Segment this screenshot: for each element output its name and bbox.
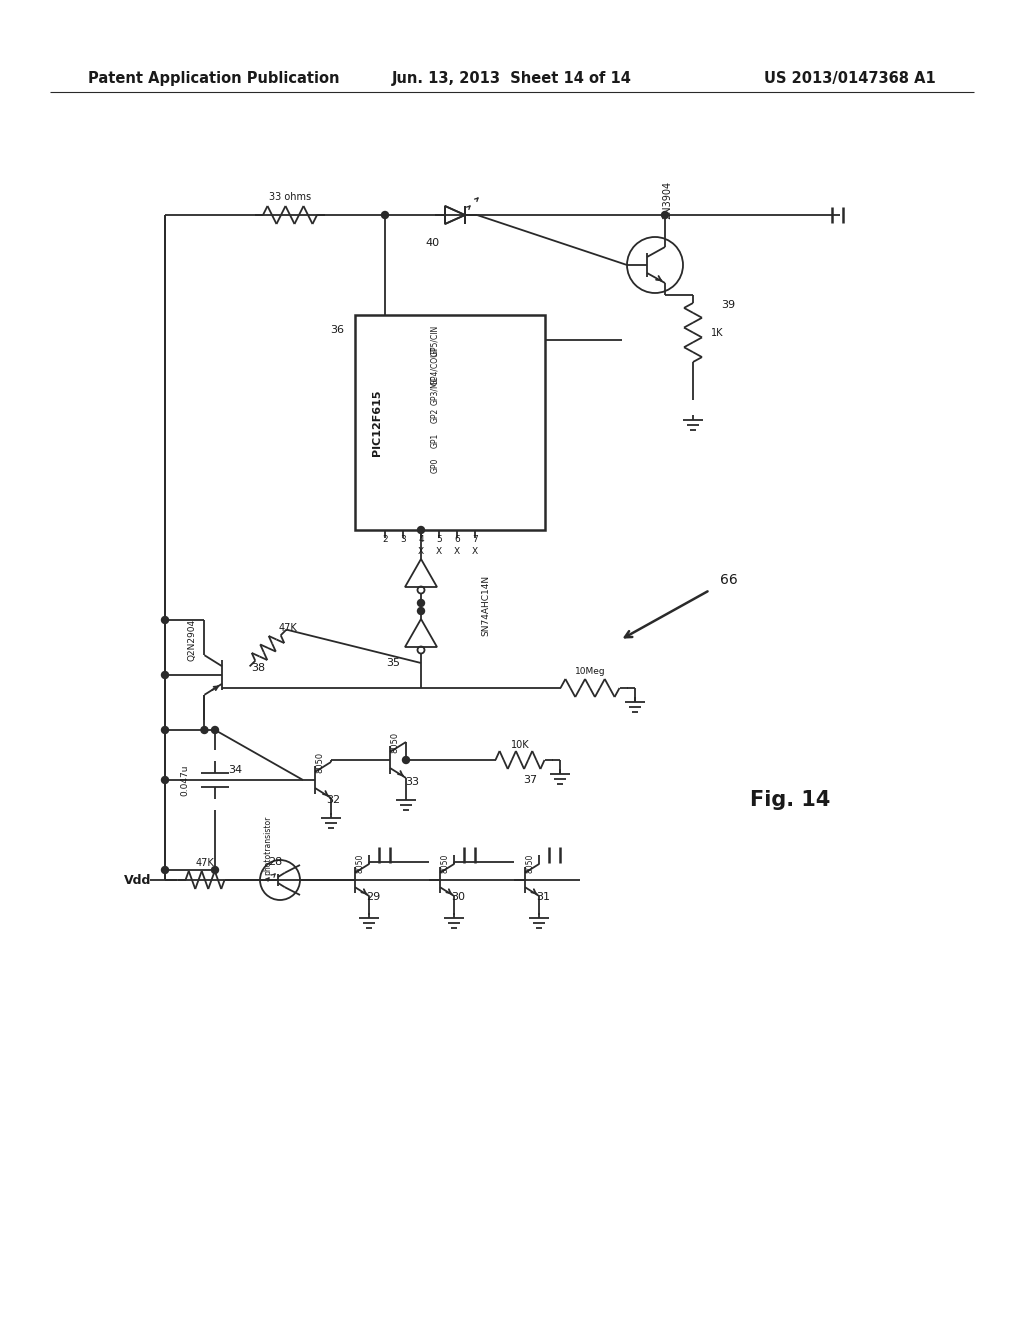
Text: Fig. 14: Fig. 14 [750,789,830,810]
Text: 34: 34 [228,766,242,775]
Text: 33 ohms: 33 ohms [269,191,311,202]
Text: GP0: GP0 [430,457,439,473]
Text: 36: 36 [330,325,344,335]
Text: GP5/CIN: GP5/CIN [430,325,439,355]
Text: 37: 37 [523,775,537,785]
Text: 3: 3 [400,536,406,544]
Text: X: X [472,548,478,557]
Bar [355,315,545,531]
Circle shape [162,866,169,874]
Text: 7: 7 [472,536,478,544]
Text: 5: 5 [436,536,442,544]
Text: 66: 66 [720,573,737,587]
Text: 10Meg: 10Meg [574,668,605,676]
Text: 29: 29 [366,892,380,902]
Circle shape [212,866,218,874]
Text: X: X [454,548,460,557]
Circle shape [212,726,218,734]
Circle shape [162,616,169,623]
Text: 10K: 10K [511,741,529,750]
Text: 0.047u: 0.047u [180,764,189,796]
Text: US 2013/0147368 A1: US 2013/0147368 A1 [764,70,936,86]
Text: Patent Application Publication: Patent Application Publication [88,70,340,86]
Text: 30: 30 [451,892,465,902]
Text: 28: 28 [268,857,283,867]
Text: Q2N2904: Q2N2904 [187,619,197,661]
Text: GP3/MC: GP3/MC [430,375,439,405]
Text: 40: 40 [425,238,439,248]
Text: SN74AHC14N: SN74AHC14N [481,574,490,635]
Text: 8050: 8050 [390,731,399,752]
Text: 8050: 8050 [440,853,450,873]
Text: 31: 31 [536,892,550,902]
Text: 8050: 8050 [525,853,535,873]
Text: PIC12F615: PIC12F615 [372,389,382,455]
Text: 2: 2 [382,536,388,544]
Text: 8050: 8050 [315,751,325,772]
Text: 33: 33 [406,777,419,787]
Text: 1K: 1K [711,327,724,338]
Text: X: X [436,548,442,557]
Text: Jun. 13, 2013  Sheet 14 of 14: Jun. 13, 2013 Sheet 14 of 14 [392,70,632,86]
Text: 38: 38 [251,663,265,673]
Circle shape [162,726,169,734]
Circle shape [662,211,669,219]
Circle shape [402,756,410,763]
Text: 2N3904: 2N3904 [662,181,672,219]
Text: 39: 39 [721,300,735,310]
Circle shape [162,672,169,678]
Text: 8050: 8050 [355,853,365,873]
Text: GP4/COUT: GP4/COUT [430,346,439,384]
Text: 47K: 47K [196,858,214,869]
Text: X: X [418,548,424,557]
Circle shape [201,726,208,734]
Text: 32: 32 [326,795,340,805]
Text: Vdd: Vdd [124,874,152,887]
Text: GP2: GP2 [430,408,439,422]
Text: 35: 35 [386,657,400,668]
Circle shape [418,599,425,606]
Text: 47K: 47K [279,623,297,634]
Circle shape [162,776,169,784]
Circle shape [418,607,425,615]
Text: GP1: GP1 [430,433,439,447]
Text: 6: 6 [454,536,460,544]
Text: phototransistor: phototransistor [263,816,272,875]
Circle shape [382,211,388,219]
Circle shape [418,527,425,533]
Text: 4: 4 [418,536,424,544]
